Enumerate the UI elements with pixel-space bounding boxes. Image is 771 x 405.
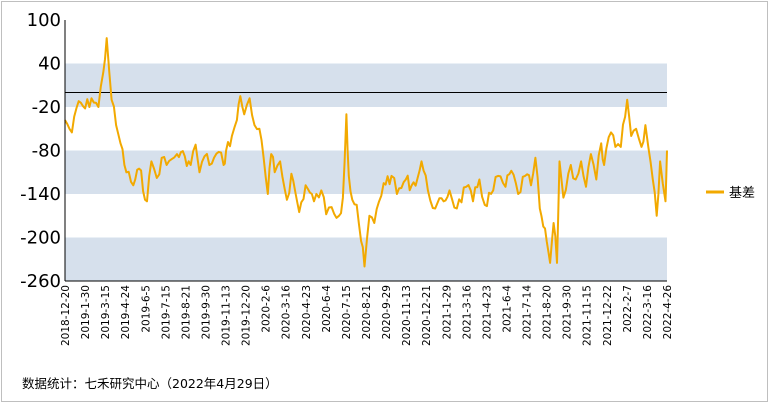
- source-note: 数据统计：七禾研究中心（2022年4月29日）: [22, 376, 278, 391]
- x-tick-label: 2020-8-21: [361, 285, 373, 339]
- axes: [64, 20, 667, 282]
- x-tick-label: 2021-11-15: [582, 285, 594, 346]
- y-tick-label: -260: [20, 271, 61, 292]
- x-tick-label: 2019-3-15: [100, 285, 112, 339]
- x-tick-label: 2021-12-22: [602, 285, 614, 346]
- x-tick-label: 2019-8-21: [180, 285, 192, 339]
- series-line-jicha: [64, 37, 668, 268]
- x-tick-label: 2020-2-6: [261, 285, 273, 333]
- y-tick-label: -20: [32, 97, 61, 118]
- y-tick-label: 40: [38, 54, 61, 75]
- x-tick-label: 2021-4-23: [481, 285, 493, 339]
- x-tick-label: 2020-4-23: [301, 285, 313, 339]
- x-tick-label: 2021-9-30: [562, 285, 574, 339]
- x-tick-label: 2021-6-4: [501, 285, 513, 333]
- x-tick-label: 2020-7-15: [341, 285, 353, 339]
- y-tick-label: -140: [20, 184, 61, 205]
- legend-label: 基差: [729, 186, 755, 201]
- x-tick-label: 2019-12-20: [241, 285, 253, 346]
- x-tick-label: 2019-11-13: [221, 285, 233, 346]
- shaded-band: [65, 63, 667, 107]
- x-tick-label: 2018-12-20: [60, 285, 72, 346]
- y-tick-labels: 100 40 -20 -80 -140 -200 -260: [20, 10, 61, 292]
- x-tick-label: 2021-3-16: [461, 285, 473, 340]
- x-tick-label: 2021-7-14: [522, 285, 534, 340]
- x-tick-label: 2022-3-16: [642, 285, 654, 340]
- x-tick-label: 2020-6-4: [321, 285, 333, 333]
- x-tick-label: 2020-12-21: [421, 285, 433, 346]
- x-tick-label: 2021-8-20: [542, 285, 554, 339]
- legend: 基差: [706, 186, 755, 201]
- y-tick-label: -200: [20, 228, 61, 249]
- y-tick-label: -80: [32, 141, 61, 162]
- x-tick-label: 2020-9-29: [381, 285, 393, 339]
- x-tick-label: 2022-2-7: [622, 285, 634, 333]
- x-tick-label: 2021-1-29: [441, 285, 453, 339]
- x-tick-label: 2019-4-24: [120, 285, 132, 340]
- x-tick-label: 2019-7-15: [160, 285, 172, 339]
- x-tick-label: 2022-4-26: [662, 285, 674, 340]
- x-tick-labels: 2018-12-20 2019-1-30 2019-3-15 2019-4-24 201…: [60, 285, 674, 346]
- x-tick-label: 2019-1-30: [80, 285, 92, 339]
- y-tick-label: 100: [27, 10, 61, 31]
- x-tick-label: 2019-6-5: [140, 285, 152, 333]
- x-tick-label: 2019-9-30: [200, 285, 212, 339]
- x-tick-label: 2020-3-16: [281, 285, 293, 340]
- x-tick-label: 2020-11-13: [401, 285, 413, 346]
